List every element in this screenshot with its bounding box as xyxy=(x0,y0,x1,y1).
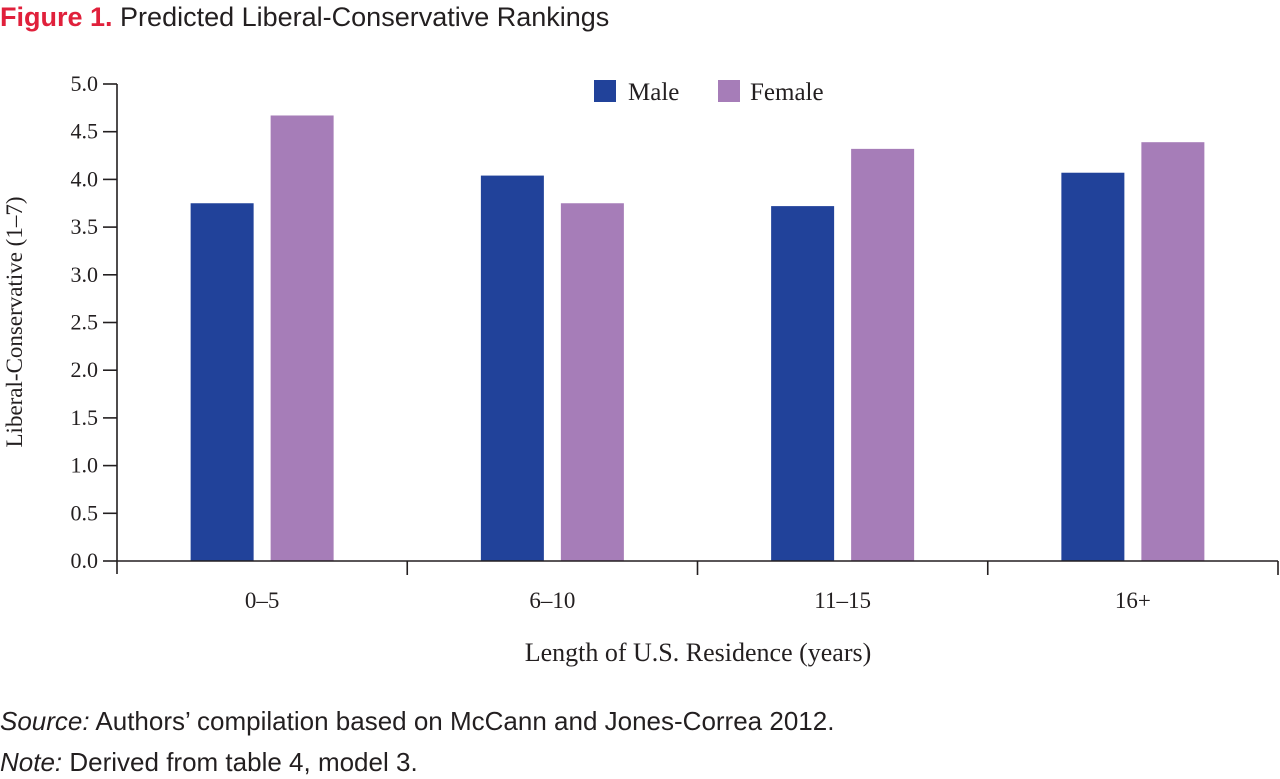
footnote: Note: Derived from table 4, model 3. xyxy=(0,746,418,778)
legend-swatch-male xyxy=(594,80,616,102)
figure-label: Figure 1. xyxy=(0,2,113,32)
y-axis-title: Liberal-Conservative (1–7) xyxy=(2,197,27,448)
y-tick-label: 3.0 xyxy=(71,262,99,287)
bar-male-3 xyxy=(771,206,835,561)
legend-label-male: Male xyxy=(628,79,679,106)
x-tick-label: 6–10 xyxy=(529,588,575,613)
bar-female-4 xyxy=(1141,142,1205,561)
y-tick-label: 0.5 xyxy=(71,500,99,525)
note-text: Derived from table 4, model 3. xyxy=(69,747,418,777)
bars-layer xyxy=(190,115,1205,562)
source-text: Authors’ compilation based on McCann and… xyxy=(95,706,835,736)
bar-male-1 xyxy=(190,203,254,561)
bar-male-4 xyxy=(1061,172,1125,562)
y-tick-label: 4.5 xyxy=(71,119,99,144)
bar-female-2 xyxy=(560,203,624,561)
y-tick-label: 2.5 xyxy=(71,310,99,335)
y-tick-label: 2.0 xyxy=(71,357,99,382)
y-tick-label: 1.0 xyxy=(71,453,99,478)
figure-title-text: Predicted Liberal-Conservative Rankings xyxy=(120,2,610,32)
y-tick-label: 1.5 xyxy=(71,405,99,430)
y-tick-label: 0.0 xyxy=(71,548,99,573)
bar-female-1 xyxy=(270,115,334,562)
bar-female-3 xyxy=(851,148,915,561)
axes-layer: 0.0 0.5 1.0 1.5 2.0 2.5 3.0 3.5 4.0 4.5 5.0 0–5 6–10… xyxy=(71,71,1279,613)
source-note: Source: Authors’ compilation based on Mc… xyxy=(0,705,834,737)
x-tick-label: 11–15 xyxy=(814,588,871,613)
y-tick-label: 3.5 xyxy=(71,214,99,239)
legend: Male Female xyxy=(594,79,824,106)
y-tick-label: 5.0 xyxy=(71,71,99,96)
legend-label-female: Female xyxy=(750,79,824,106)
source-label: Source: xyxy=(0,706,90,736)
x-tick-label: 16+ xyxy=(1115,588,1151,613)
note-label: Note: xyxy=(0,747,63,777)
bar-male-2 xyxy=(480,175,544,562)
y-tick-label: 4.0 xyxy=(71,166,99,191)
figure-title: Figure 1. Predicted Liberal-Conservative… xyxy=(0,0,609,34)
x-axis-title: Length of U.S. Residence (years) xyxy=(525,638,872,667)
bar-chart: 0.0 0.5 1.0 1.5 2.0 2.5 3.0 3.5 4.0 4.5 5.0 0–5 6–10… xyxy=(2,71,1279,667)
x-tick-label: 0–5 xyxy=(245,588,280,613)
legend-swatch-female xyxy=(718,80,740,102)
